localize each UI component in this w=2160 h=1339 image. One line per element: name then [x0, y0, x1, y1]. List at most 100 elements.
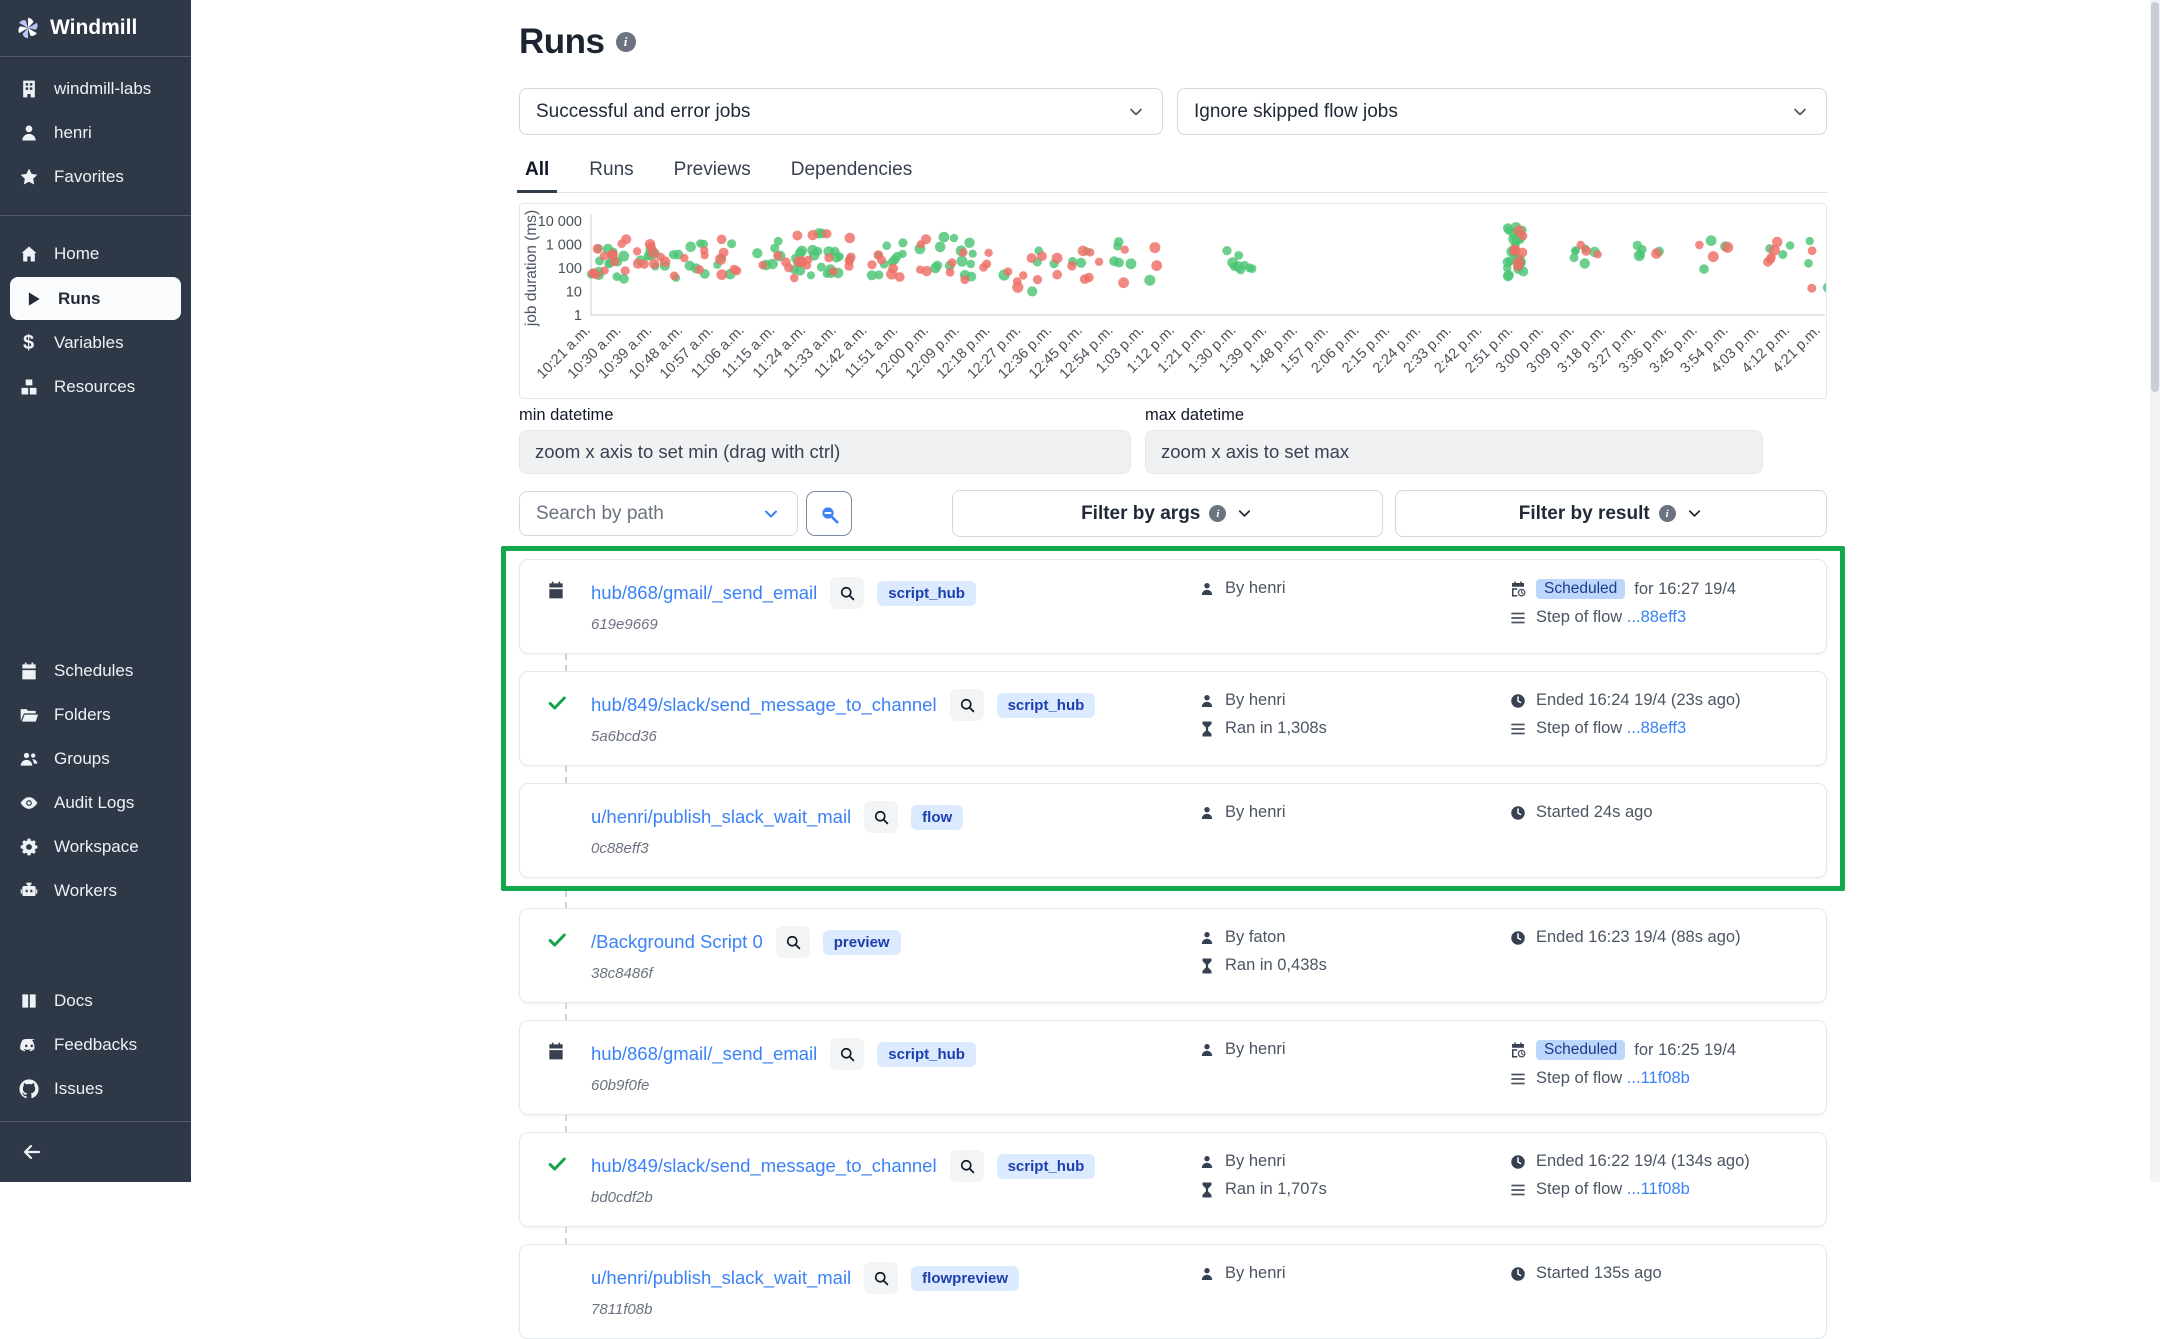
tab-previews[interactable]: Previews — [673, 159, 751, 180]
sidebar-item-schedules[interactable]: Schedules — [0, 649, 191, 693]
run-row[interactable]: hub/868/gmail/_send_email script_hub 619e9… — [519, 559, 1827, 654]
skipped-flow-filter-select[interactable]: Ignore skipped flow jobs — [1177, 88, 1827, 135]
app-logo-label: Windmill — [50, 16, 138, 39]
sidebar-item-workspace[interactable]: Workspace — [0, 825, 191, 869]
run-duration: Ran in 0,438s — [1198, 956, 1509, 975]
sidebar-item-resources[interactable]: Resources — [0, 365, 191, 409]
run-connector — [565, 1003, 567, 1020]
sidebar-item-label: windmill-labs — [54, 79, 152, 98]
run-time-status: Ended 16:23 19/4 (88s ago) — [1509, 928, 1802, 947]
job-status-filter-select[interactable]: Successful and error jobs — [519, 88, 1164, 135]
run-connector — [565, 1227, 567, 1244]
sidebar-item-henri[interactable]: henri — [0, 111, 191, 155]
chevron-down-icon — [1688, 510, 1700, 517]
flow-id-link[interactable]: ...11f08b — [1626, 1180, 1690, 1198]
run-path-link[interactable]: u/henri/publish_slack_wait_mail — [591, 806, 852, 827]
max-datetime-input[interactable] — [1145, 430, 1763, 474]
run-path-link[interactable]: u/henri/publish_slack_wait_mail — [591, 1267, 852, 1288]
search-by-path-select[interactable]: Search by path — [519, 491, 799, 536]
sidebar-item-windmill-labs[interactable]: windmill-labs — [0, 67, 191, 111]
highlight-box: hub/868/gmail/_send_email script_hub 619e9… — [501, 546, 1845, 891]
app-logo[interactable]: Windmill — [0, 0, 191, 57]
inspect-run-button[interactable] — [830, 577, 865, 609]
success-check-icon — [546, 696, 568, 718]
person-icon — [1201, 1155, 1213, 1168]
sidebar-item-runs[interactable]: Runs — [10, 277, 181, 320]
flow-id-link[interactable]: ...11f08b — [1626, 1069, 1690, 1087]
steps-icon — [1511, 723, 1525, 734]
inspect-run-button[interactable] — [830, 1038, 865, 1070]
sidebar-nav-group: Home Runs $ Variables Resources — [0, 222, 191, 419]
filter-by-result-button[interactable]: Filter by result i — [1395, 490, 1827, 537]
sidebar-item-audit-logs[interactable]: Audit Logs — [0, 781, 191, 825]
run-job-id: 60b9f0fe — [591, 1077, 650, 1094]
sidebar-item-variables[interactable]: $ Variables — [0, 321, 191, 365]
tab-runs[interactable]: Runs — [589, 159, 634, 180]
min-datetime-input[interactable] — [519, 430, 1131, 474]
sidebar-item-label: Docs — [54, 991, 93, 1010]
search-button[interactable] — [806, 491, 852, 536]
run-path-link[interactable]: hub/868/gmail/_send_email — [591, 1043, 818, 1064]
run-flow-step: Step of flow ...11f08b — [1509, 1069, 1802, 1088]
chevron-down-icon — [1239, 510, 1251, 517]
building-icon — [22, 80, 35, 98]
github-icon — [18, 1079, 39, 1100]
user-icon — [21, 125, 36, 141]
tab-dependencies[interactable]: Dependencies — [790, 159, 913, 180]
svg-text:100: 100 — [558, 261, 582, 277]
sidebar-item-folders[interactable]: Folders — [0, 693, 191, 737]
run-duration: Ran in 1,707s — [1198, 1180, 1509, 1199]
scrollbar[interactable] — [2150, 0, 2160, 1182]
book-icon — [18, 991, 39, 1012]
run-row[interactable]: hub/849/slack/send_message_to_channel scr… — [519, 1132, 1827, 1227]
run-kind-badge: flowpreview — [911, 1265, 1020, 1291]
run-author: By faton — [1198, 928, 1509, 947]
info-icon[interactable]: i — [615, 32, 636, 52]
run-path-link[interactable]: hub/849/slack/send_message_to_channel — [591, 1155, 937, 1176]
sidebar-item-groups[interactable]: Groups — [0, 737, 191, 781]
max-datetime-label: max datetime — [1145, 406, 1245, 424]
sidebar-item-favorites[interactable]: Favorites — [0, 155, 191, 199]
sidebar-item-issues[interactable]: Issues — [0, 1067, 191, 1111]
tab-all[interactable]: All — [516, 155, 558, 193]
inspect-run-button[interactable] — [864, 801, 899, 833]
eye-icon — [18, 793, 39, 814]
scheduled-calendar-icon — [546, 581, 566, 604]
inspect-run-button[interactable] — [864, 1262, 899, 1294]
sidebar-item-workers[interactable]: Workers — [0, 869, 191, 913]
steps-icon — [1511, 1184, 1525, 1195]
sidebar-collapse-button[interactable] — [0, 1121, 191, 1182]
run-row[interactable]: hub/868/gmail/_send_email script_hub 60b9f… — [519, 1020, 1827, 1115]
success-check-icon — [546, 1157, 568, 1179]
filter-by-args-button[interactable]: Filter by args i — [951, 490, 1384, 537]
sidebar-item-docs[interactable]: Docs — [0, 979, 191, 1023]
run-row[interactable]: hub/849/slack/send_message_to_channel scr… — [519, 671, 1827, 766]
run-path-link[interactable]: hub/849/slack/send_message_to_channel — [591, 694, 937, 715]
discord-icon — [19, 1038, 35, 1052]
chevron-down-icon — [1794, 108, 1806, 115]
calendar-icon — [549, 1042, 563, 1060]
search-icon — [960, 1159, 974, 1174]
star-icon — [20, 168, 37, 185]
inspect-run-button[interactable] — [949, 1150, 984, 1182]
sidebar-item-home[interactable]: Home — [0, 232, 191, 276]
inspect-run-button[interactable] — [775, 926, 810, 958]
inspect-run-button[interactable] — [949, 689, 984, 721]
sidebar-item-label: Workspace — [54, 837, 139, 856]
run-row[interactable]: u/henri/publish_slack_wait_mail flow 0c88e… — [519, 783, 1827, 878]
user-icon — [18, 123, 39, 144]
check-icon — [548, 1157, 566, 1171]
job-status-filter-value: Successful and error jobs — [536, 100, 751, 122]
sidebar-item-feedbacks[interactable]: Feedbacks — [0, 1023, 191, 1067]
run-row[interactable]: /Background Script 0 preview 38c8486f By fa… — [519, 908, 1827, 1003]
scrollbar-thumb[interactable] — [2151, 2, 2159, 392]
run-time-status: Scheduled for 16:27 19/4 — [1509, 579, 1802, 599]
flow-id-link[interactable]: ...88eff3 — [1626, 608, 1687, 626]
run-row[interactable]: u/henri/publish_slack_wait_mail flowprevi… — [519, 1244, 1827, 1339]
scheduled-calendar-icon — [546, 1042, 566, 1065]
run-path-link[interactable]: hub/868/gmail/_send_email — [591, 582, 818, 603]
hourglass-icon — [1202, 721, 1212, 736]
flow-id-link[interactable]: ...88eff3 — [1626, 719, 1687, 737]
run-path-link[interactable]: /Background Script 0 — [591, 931, 763, 952]
runs-chart[interactable]: 10 000 1 000 100 10 1 job duration (ms) 10:21 … — [519, 203, 1827, 399]
